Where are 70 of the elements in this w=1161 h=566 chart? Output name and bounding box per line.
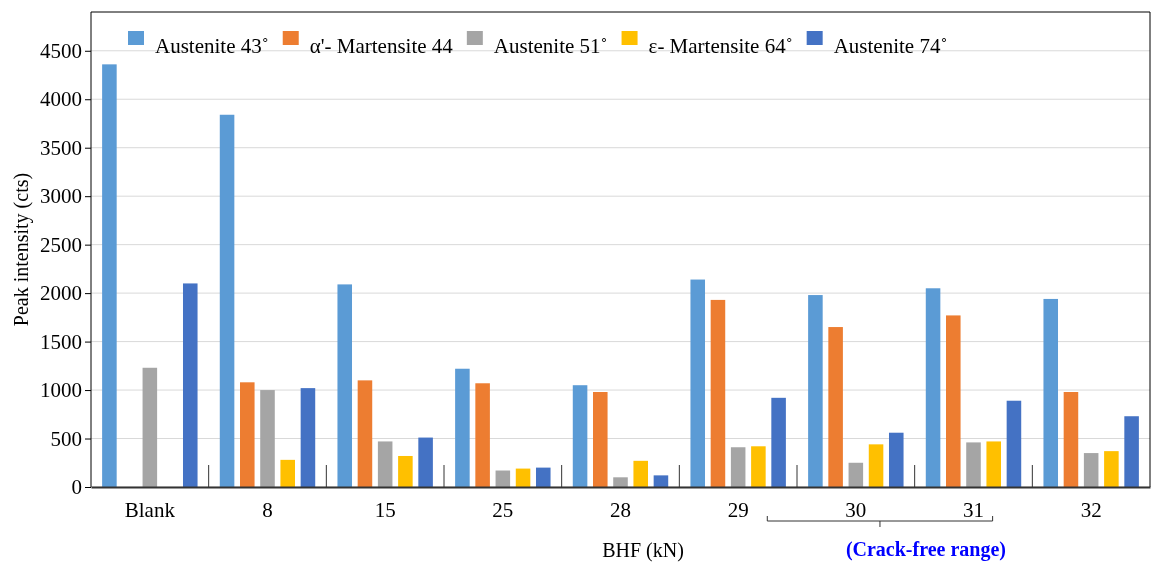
bar	[808, 295, 823, 487]
y-tick-label: 2500	[40, 232, 82, 257]
bar	[300, 388, 316, 487]
y-tick-label: 3500	[40, 135, 82, 160]
bar	[182, 283, 198, 487]
bar	[925, 288, 941, 487]
bar	[418, 437, 433, 487]
y-tick-label: 1500	[40, 329, 82, 354]
x-tick-label: 28	[610, 498, 631, 523]
bar	[751, 446, 766, 487]
x-tick-label: 8	[262, 498, 273, 523]
bar	[1043, 298, 1059, 487]
bar	[337, 284, 353, 487]
bar	[986, 441, 1001, 487]
bar	[1063, 392, 1079, 487]
x-tick-label: 29	[727, 498, 749, 523]
y-tick-label: 4500	[40, 39, 82, 63]
bar	[730, 447, 746, 487]
bar	[142, 367, 158, 487]
bar	[1083, 453, 1099, 487]
bar	[398, 455, 413, 487]
bar	[1124, 416, 1139, 487]
bar	[868, 444, 884, 487]
y-tick-label: 1000	[40, 378, 82, 403]
y-tick-label: 2000	[40, 281, 82, 306]
bar	[535, 467, 551, 487]
bar	[613, 477, 628, 487]
bar	[572, 385, 588, 487]
y-tick-label: 3000	[40, 184, 82, 209]
bar	[219, 114, 235, 487]
x-tick-label: 30	[845, 498, 867, 523]
bar	[593, 392, 608, 487]
bar	[260, 390, 275, 487]
legend-label: Austenite 51˚	[493, 34, 608, 58]
bar	[240, 382, 255, 487]
bar	[377, 441, 393, 487]
legend-label: α'- Martensite 44	[309, 34, 454, 58]
bar	[946, 315, 961, 487]
bar	[280, 459, 295, 487]
bar	[1104, 451, 1119, 487]
bar	[357, 380, 373, 487]
y-tick-label: 4000	[40, 87, 82, 112]
bar	[102, 64, 117, 487]
bar	[710, 299, 726, 487]
bar	[1006, 400, 1022, 487]
y-tick-label: 500	[50, 426, 82, 451]
bar	[690, 279, 706, 487]
x-tick-label: Blank	[124, 498, 176, 523]
bar	[475, 383, 490, 487]
legend-label: ε- Martensite 64˚	[648, 34, 793, 58]
x-tick-label: 15	[374, 498, 396, 523]
x-tick-label: 25	[492, 498, 514, 523]
bar	[888, 432, 904, 487]
bar	[495, 470, 511, 487]
x-axis-title: BHF (kN)	[602, 539, 684, 562]
bar	[515, 468, 531, 487]
legend-label: Austenite 43˚	[155, 34, 269, 58]
bar	[633, 460, 648, 487]
x-tick-label: 32	[1080, 498, 1102, 523]
bar	[966, 442, 981, 487]
bar	[771, 397, 786, 487]
y-tick-label: 0	[71, 475, 82, 500]
text: (Crack-free range)	[845, 538, 1007, 561]
x-tick-label: 31	[963, 498, 984, 523]
bar	[848, 462, 864, 487]
legend-label: Austenite 74˚	[833, 34, 948, 58]
bar	[828, 327, 843, 487]
bar	[653, 475, 669, 487]
y-axis-title: Peak intensity (cts)	[10, 172, 33, 327]
bar	[455, 368, 470, 487]
